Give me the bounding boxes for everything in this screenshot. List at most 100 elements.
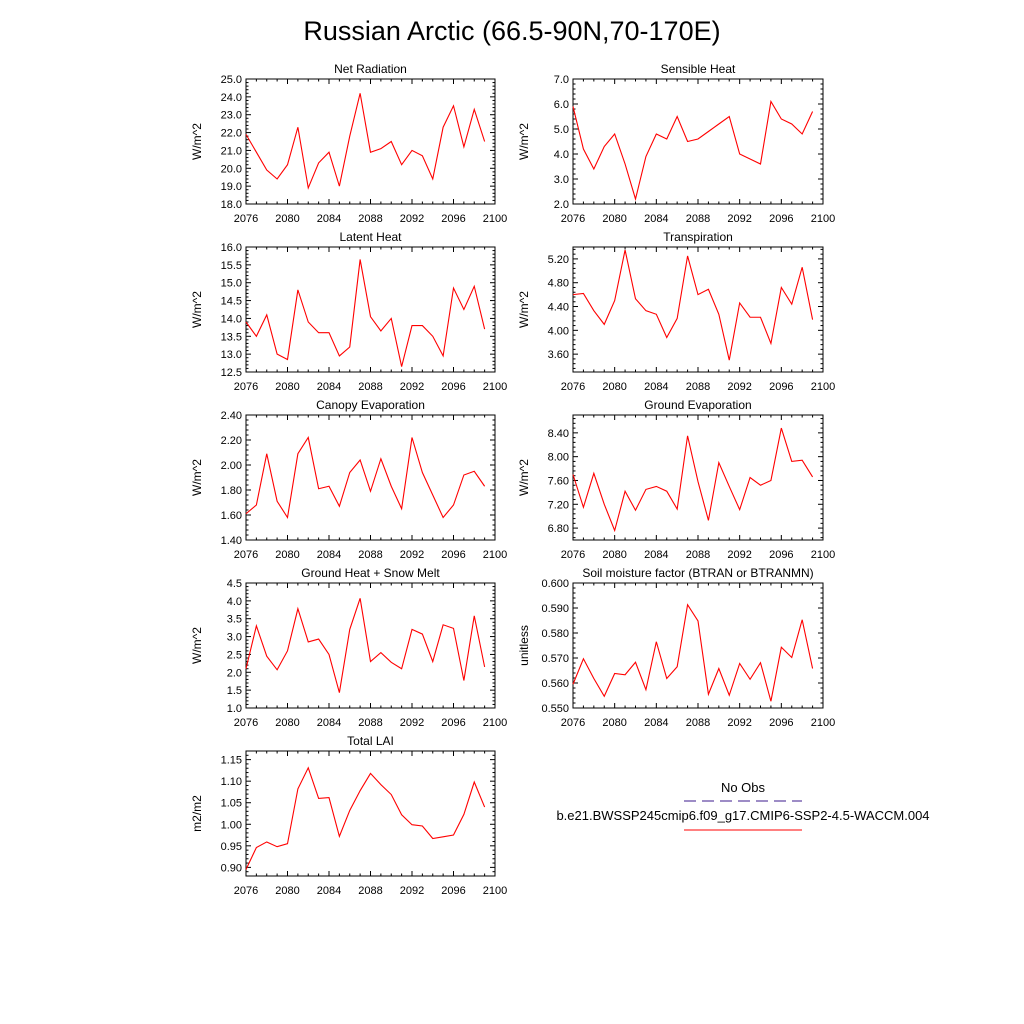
- x-tick-label: 2080: [602, 549, 626, 561]
- y-axis-label: W/m^2: [517, 291, 531, 328]
- y-tick-label: 19.0: [221, 181, 242, 193]
- x-tick-label: 2084: [644, 213, 668, 225]
- x-tick-label: 2100: [811, 549, 835, 561]
- y-tick-label: 14.0: [221, 313, 242, 325]
- series-line: [245, 93, 486, 190]
- y-axis-label: m2/m2: [190, 795, 204, 832]
- x-tick-label: 2076: [234, 549, 258, 561]
- y-tick-label: 4.40: [548, 302, 569, 314]
- legend: No Obs b.e21.BWSSP245cmip6.f09_g17.CMIP6…: [556, 780, 930, 831]
- x-tick-label: 2080: [275, 717, 299, 729]
- x-tick-label: 2096: [769, 717, 793, 729]
- y-tick-label: 0.600: [541, 578, 569, 590]
- x-tick-label: 2076: [561, 717, 585, 729]
- chart-panel-5: Canopy Evaporation W/m^2 2076 2080 2084 2088 2…: [190, 398, 507, 561]
- y-tick-label: 23.0: [221, 110, 242, 122]
- y-tick-label: 3.60: [548, 349, 569, 361]
- x-tick-label: 2084: [317, 381, 341, 393]
- y-tick-label: 22.0: [221, 128, 242, 140]
- y-tick-label: 16.0: [221, 242, 242, 254]
- y-tick-label: 1.15: [221, 755, 242, 767]
- x-tick-label: 2084: [317, 717, 341, 729]
- y-tick-label: 2.40: [221, 410, 242, 422]
- y-tick-label: 2.0: [227, 667, 242, 679]
- chart-panel-7: Ground Heat + Snow Melt W/m^2 2076 2080 2084…: [190, 566, 507, 729]
- x-tick-label: 2092: [400, 717, 424, 729]
- x-tick-label: 2092: [727, 381, 751, 393]
- panel-grid: Net Radiation W/m^2 2076 2080 2084 2088 2092 20…: [190, 62, 835, 897]
- x-tick-label: 2092: [400, 213, 424, 225]
- x-tick-label: 2080: [602, 213, 626, 225]
- x-tick-label: 2096: [769, 213, 793, 225]
- plot-frame: [245, 582, 496, 709]
- panel-title: Ground Heat + Snow Melt: [301, 566, 440, 580]
- plot-frame: [572, 78, 824, 205]
- series-line: [245, 436, 486, 520]
- panel-title: Transpiration: [663, 230, 733, 244]
- chart-panel-9: Total LAI m2/m2 2076 2080 2084 2088 2092 2096 21…: [190, 734, 507, 897]
- x-tick-label: 2092: [727, 549, 751, 561]
- plot-frame: [245, 246, 496, 373]
- x-tick-label: 2096: [441, 885, 465, 897]
- y-tick-label: 5.0: [554, 124, 569, 136]
- x-tick-label: 2084: [644, 381, 668, 393]
- y-tick-label: 0.570: [541, 653, 569, 665]
- x-tick-label: 2088: [358, 213, 382, 225]
- y-tick-label: 14.5: [221, 296, 242, 308]
- y-tick-label: 3.0: [227, 632, 242, 644]
- y-tick-label: 1.40: [221, 535, 242, 547]
- x-tick-label: 2084: [317, 885, 341, 897]
- y-tick-label: 0.95: [221, 841, 242, 853]
- x-tick-label: 2076: [561, 549, 585, 561]
- legend-entry-model-label: b.e21.BWSSP245cmip6.f09_g17.CMIP6-SSP2-4…: [556, 808, 929, 823]
- x-tick-label: 2088: [686, 381, 710, 393]
- x-tick-label: 2100: [811, 381, 835, 393]
- series-line: [572, 427, 814, 533]
- y-tick-label: 0.550: [541, 703, 569, 715]
- x-tick-label: 2096: [769, 381, 793, 393]
- y-tick-label: 15.0: [221, 278, 242, 290]
- x-tick-label: 2096: [441, 717, 465, 729]
- x-tick-label: 2088: [686, 717, 710, 729]
- y-tick-label: 1.60: [221, 510, 242, 522]
- x-tick-label: 2088: [358, 717, 382, 729]
- series-line: [245, 259, 486, 367]
- y-tick-label: 7.20: [548, 499, 569, 511]
- y-tick-label: 3.5: [227, 614, 242, 626]
- x-tick-label: 2100: [483, 549, 507, 561]
- y-tick-label: 1.05: [221, 798, 242, 810]
- y-tick-label: 15.5: [221, 260, 242, 272]
- series-line: [572, 99, 814, 202]
- figure-title: Russian Arctic (66.5-90N,70-170E): [303, 16, 720, 46]
- plot-frame: [245, 78, 496, 205]
- x-tick-label: 2080: [275, 549, 299, 561]
- x-tick-label: 2080: [275, 213, 299, 225]
- y-tick-label: 6.80: [548, 523, 569, 535]
- y-tick-label: 13.5: [221, 331, 242, 343]
- panel-title: Latent Heat: [339, 230, 402, 244]
- y-tick-label: 1.5: [227, 685, 242, 697]
- y-axis-label: W/m^2: [190, 123, 204, 160]
- x-tick-label: 2076: [234, 381, 258, 393]
- plot-frame: [572, 582, 824, 709]
- y-tick-label: 1.80: [221, 485, 242, 497]
- x-tick-label: 2088: [358, 381, 382, 393]
- y-tick-label: 0.590: [541, 603, 569, 615]
- x-tick-label: 2080: [275, 381, 299, 393]
- y-tick-label: 13.0: [221, 349, 242, 361]
- x-tick-label: 2084: [317, 549, 341, 561]
- y-tick-label: 0.560: [541, 678, 569, 690]
- x-tick-label: 2096: [441, 549, 465, 561]
- y-tick-label: 7.0: [554, 74, 569, 86]
- y-tick-label: 6.0: [554, 99, 569, 111]
- y-axis-label: W/m^2: [517, 459, 531, 496]
- y-tick-label: 0.580: [541, 628, 569, 640]
- x-tick-label: 2100: [483, 213, 507, 225]
- y-tick-label: 1.0: [227, 703, 242, 715]
- series-line: [245, 598, 486, 693]
- x-tick-label: 2088: [358, 549, 382, 561]
- x-tick-label: 2100: [483, 381, 507, 393]
- panel-title: Net Radiation: [334, 62, 407, 76]
- panel-title: Sensible Heat: [661, 62, 736, 76]
